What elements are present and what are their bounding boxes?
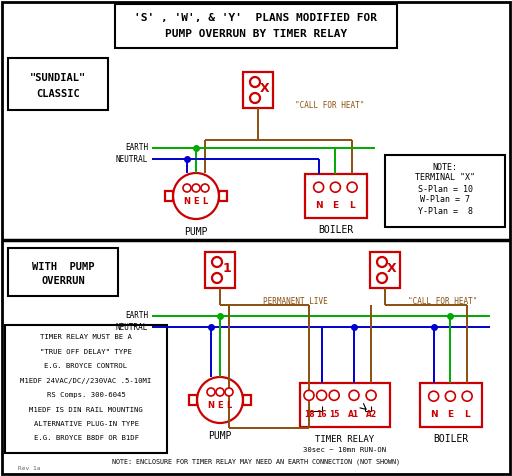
Circle shape bbox=[192, 184, 200, 192]
Circle shape bbox=[201, 184, 209, 192]
Text: L: L bbox=[202, 197, 208, 206]
Text: M1EDF 24VAC/DC//230VAC .5-10MI: M1EDF 24VAC/DC//230VAC .5-10MI bbox=[20, 377, 152, 384]
Circle shape bbox=[197, 377, 243, 423]
Bar bbox=[5, 325, 167, 453]
Circle shape bbox=[429, 391, 439, 401]
Text: TIMER RELAY: TIMER RELAY bbox=[315, 435, 375, 444]
Circle shape bbox=[349, 390, 359, 400]
Bar bbox=[243, 72, 273, 108]
Text: X: X bbox=[387, 261, 397, 275]
Text: N: N bbox=[430, 410, 437, 419]
Circle shape bbox=[377, 273, 387, 283]
Text: A2: A2 bbox=[366, 410, 377, 419]
Circle shape bbox=[250, 93, 260, 103]
Circle shape bbox=[216, 388, 224, 396]
Bar bbox=[165, 191, 173, 201]
Circle shape bbox=[314, 182, 324, 192]
Text: 16: 16 bbox=[316, 410, 327, 419]
Circle shape bbox=[250, 77, 260, 87]
Text: M1EDF IS DIN RAIL MOUNTING: M1EDF IS DIN RAIL MOUNTING bbox=[29, 407, 143, 413]
Text: NOTE: ENCLOSURE FOR TIMER RELAY MAY NEED AN EARTH CONNECTION (NOT SHOWN): NOTE: ENCLOSURE FOR TIMER RELAY MAY NEED… bbox=[112, 459, 400, 465]
Bar bbox=[300, 383, 390, 427]
Circle shape bbox=[377, 257, 387, 267]
Text: N: N bbox=[183, 197, 190, 206]
Text: PUMP OVERRUN BY TIMER RELAY: PUMP OVERRUN BY TIMER RELAY bbox=[165, 29, 347, 39]
Text: L: L bbox=[349, 201, 355, 210]
Text: "TRUE OFF DELAY" TYPE: "TRUE OFF DELAY" TYPE bbox=[40, 348, 132, 355]
Text: Rev 1a: Rev 1a bbox=[18, 466, 40, 470]
Circle shape bbox=[462, 391, 472, 401]
Text: 15: 15 bbox=[329, 410, 339, 419]
Bar bbox=[189, 395, 197, 405]
Text: BOILER: BOILER bbox=[318, 225, 354, 235]
Text: 1: 1 bbox=[223, 261, 231, 275]
Circle shape bbox=[173, 173, 219, 219]
Circle shape bbox=[212, 257, 222, 267]
Text: BOILER: BOILER bbox=[433, 434, 468, 444]
Text: PERMANENT LIVE: PERMANENT LIVE bbox=[263, 298, 327, 307]
Text: TERMINAL "X": TERMINAL "X" bbox=[415, 173, 475, 182]
Circle shape bbox=[316, 390, 327, 400]
Circle shape bbox=[445, 391, 455, 401]
Circle shape bbox=[329, 390, 339, 400]
Text: "CALL FOR HEAT": "CALL FOR HEAT" bbox=[408, 298, 477, 307]
Text: 'S' , 'W', & 'Y'  PLANS MODIFIED FOR: 'S' , 'W', & 'Y' PLANS MODIFIED FOR bbox=[135, 13, 377, 23]
Circle shape bbox=[225, 388, 233, 396]
Text: TIMER RELAY MUST BE A: TIMER RELAY MUST BE A bbox=[40, 334, 132, 340]
Text: N: N bbox=[207, 400, 215, 409]
Text: 30sec ~ 10mn RUN-ON: 30sec ~ 10mn RUN-ON bbox=[304, 447, 387, 453]
Circle shape bbox=[366, 390, 376, 400]
Text: L: L bbox=[464, 410, 470, 419]
Bar bbox=[385, 155, 505, 227]
Text: N: N bbox=[315, 201, 323, 210]
Text: W-Plan = 7: W-Plan = 7 bbox=[420, 196, 470, 205]
Bar bbox=[243, 395, 251, 405]
Bar bbox=[305, 174, 367, 218]
Text: S-Plan = 10: S-Plan = 10 bbox=[417, 185, 473, 194]
Text: PUMP: PUMP bbox=[208, 431, 232, 441]
Text: E: E bbox=[217, 400, 223, 409]
Text: NOTE:: NOTE: bbox=[433, 162, 458, 171]
Text: E.G. BROYCE CONTROL: E.G. BROYCE CONTROL bbox=[45, 363, 127, 369]
Bar bbox=[205, 252, 235, 288]
Text: L: L bbox=[226, 400, 231, 409]
Text: E.G. BROYCE B8DF OR B1DF: E.G. BROYCE B8DF OR B1DF bbox=[33, 436, 139, 442]
Bar bbox=[420, 383, 482, 427]
Text: WITH  PUMP: WITH PUMP bbox=[32, 262, 94, 272]
Circle shape bbox=[304, 390, 314, 400]
Text: E: E bbox=[447, 410, 454, 419]
Text: X: X bbox=[260, 81, 270, 95]
Text: A1: A1 bbox=[349, 410, 359, 419]
Circle shape bbox=[212, 273, 222, 283]
Text: E: E bbox=[193, 197, 199, 206]
Text: 18: 18 bbox=[304, 410, 314, 419]
Text: NEUTRAL: NEUTRAL bbox=[116, 323, 148, 331]
Bar bbox=[8, 248, 118, 296]
Text: RS Comps. 300-6045: RS Comps. 300-6045 bbox=[47, 392, 125, 398]
Circle shape bbox=[330, 182, 340, 192]
Text: ALTERNATIVE PLUG-IN TYPE: ALTERNATIVE PLUG-IN TYPE bbox=[33, 421, 139, 427]
Bar bbox=[219, 191, 227, 201]
Bar bbox=[8, 58, 108, 110]
Circle shape bbox=[207, 388, 215, 396]
Text: E: E bbox=[332, 201, 338, 210]
Text: CLASSIC: CLASSIC bbox=[36, 89, 80, 99]
Bar bbox=[115, 4, 397, 48]
Circle shape bbox=[347, 182, 357, 192]
Text: PUMP: PUMP bbox=[184, 227, 208, 237]
Text: EARTH: EARTH bbox=[125, 311, 148, 320]
Circle shape bbox=[183, 184, 191, 192]
Bar bbox=[370, 252, 400, 288]
Text: "SUNDIAL": "SUNDIAL" bbox=[30, 73, 86, 83]
Text: "CALL FOR HEAT": "CALL FOR HEAT" bbox=[295, 100, 365, 109]
Text: NEUTRAL: NEUTRAL bbox=[116, 155, 148, 163]
Text: Y-Plan =  8: Y-Plan = 8 bbox=[417, 207, 473, 216]
Text: OVERRUN: OVERRUN bbox=[41, 276, 85, 286]
Text: EARTH: EARTH bbox=[125, 143, 148, 152]
